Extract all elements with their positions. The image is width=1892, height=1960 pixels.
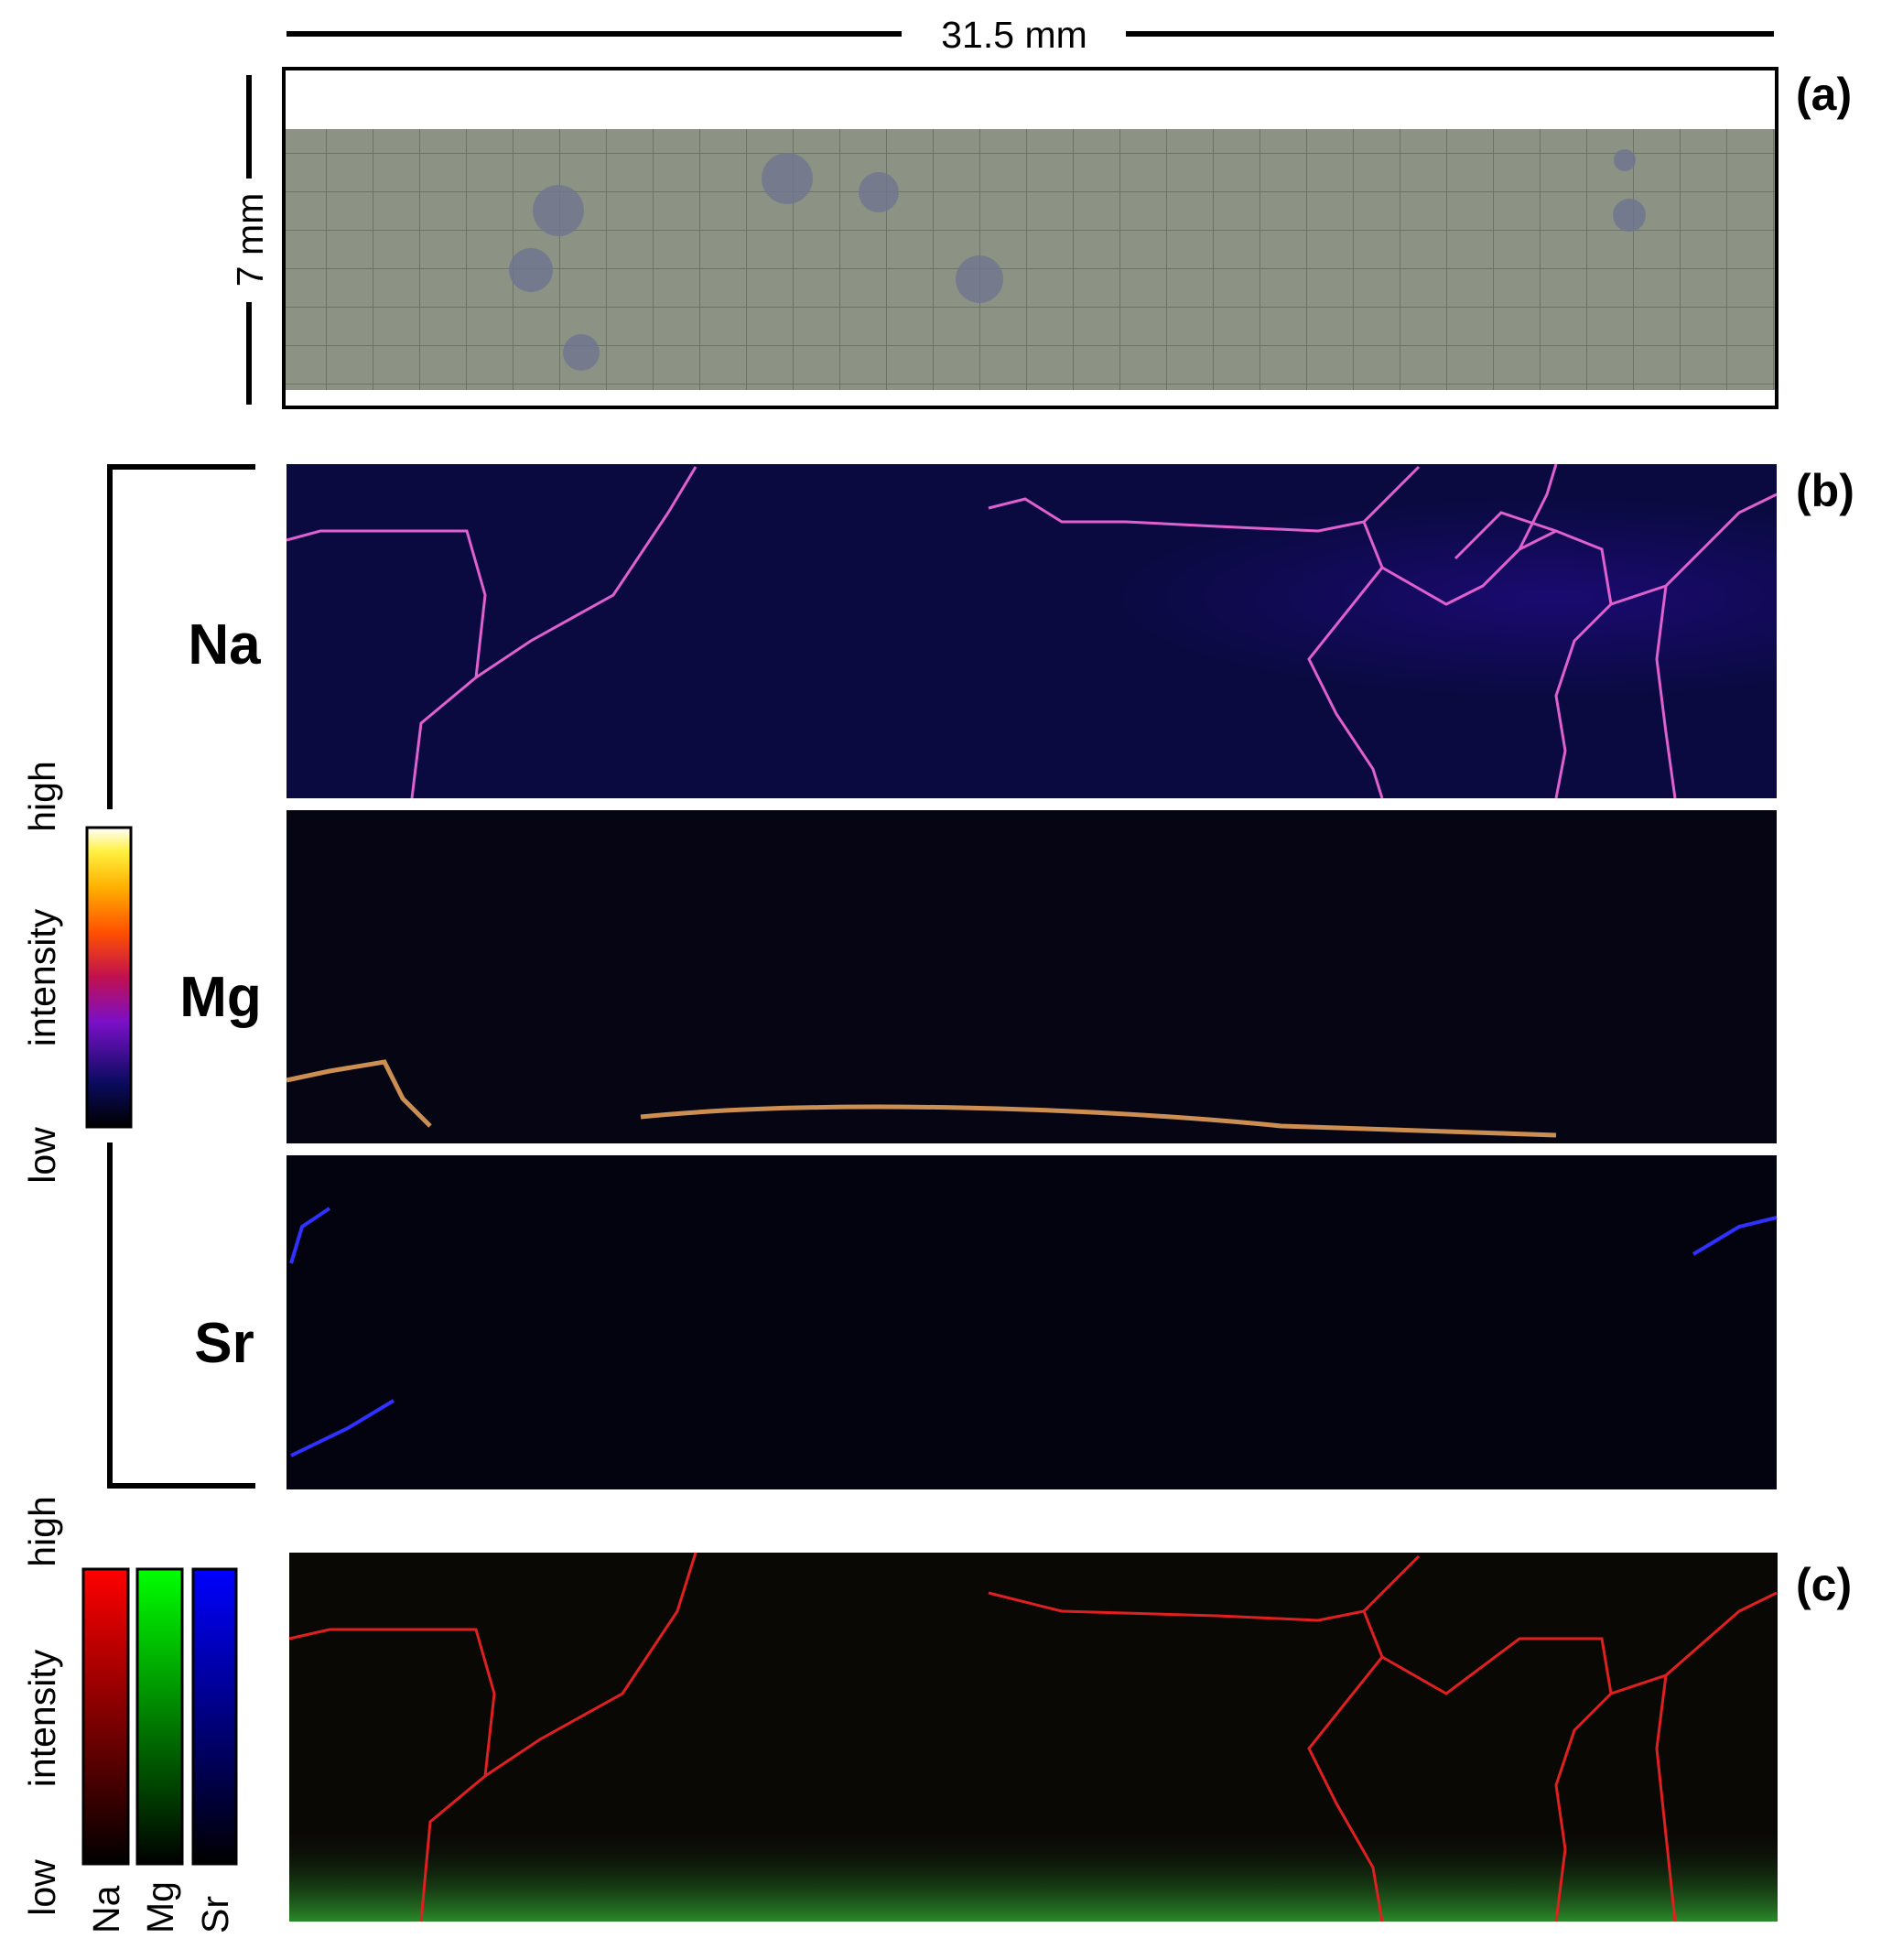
rgb-bar bbox=[191, 1567, 238, 1866]
channel-label: Na bbox=[85, 1885, 127, 1933]
colorbar-label: high bbox=[21, 1496, 63, 1567]
colorbar-label: intensity bbox=[21, 1649, 63, 1787]
element-label: Na bbox=[188, 613, 261, 677]
optical-image bbox=[286, 129, 1775, 390]
mg-map bbox=[287, 810, 1777, 1143]
panel-label: (b) bbox=[1796, 465, 1854, 516]
rgb-map-glow bbox=[289, 1553, 1778, 1922]
bubbles bbox=[509, 149, 1646, 371]
mg-features bbox=[286, 1059, 1557, 1138]
element-label: Mg bbox=[179, 966, 262, 1029]
scale-label: 31.5 mm bbox=[941, 14, 1087, 56]
channel-label: Sr bbox=[194, 1896, 236, 1933]
na-map bbox=[287, 464, 1777, 798]
bracket bbox=[107, 464, 255, 809]
panel-label: (a) bbox=[1796, 69, 1852, 120]
scale-label: 7 mm bbox=[229, 193, 271, 287]
colorbar-label: intensity bbox=[21, 908, 63, 1046]
rgb-bar bbox=[135, 1567, 184, 1866]
element-label: Sr bbox=[194, 1312, 254, 1375]
grain-boundaries bbox=[288, 1552, 1778, 1922]
colorbar-label: high bbox=[21, 761, 63, 832]
channel-label: Mg bbox=[139, 1881, 181, 1933]
grain-boundaries bbox=[286, 463, 1778, 799]
panel-label: (c) bbox=[1796, 1559, 1852, 1610]
colorbar bbox=[85, 826, 133, 1129]
rgb-bar bbox=[81, 1567, 130, 1866]
colorbar-label: low bbox=[21, 1127, 63, 1184]
sr-map bbox=[287, 1155, 1777, 1489]
bracket bbox=[107, 1142, 255, 1489]
colorbar-label: low bbox=[21, 1859, 63, 1916]
sr-features bbox=[289, 1207, 1778, 1457]
